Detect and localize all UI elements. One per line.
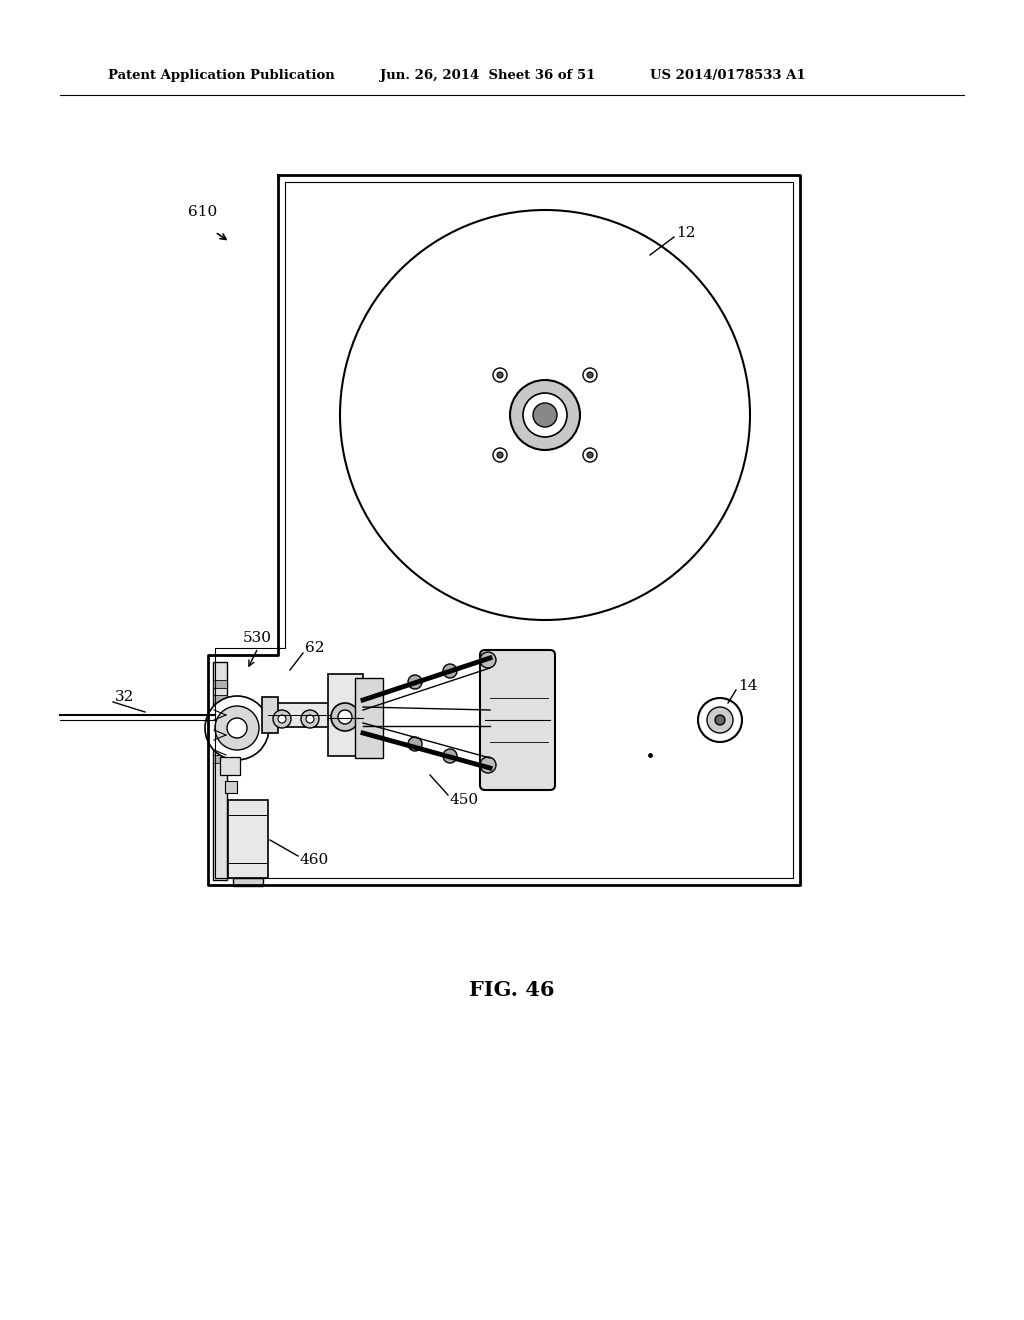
Bar [213, 755, 227, 763]
Text: 530: 530 [243, 631, 272, 645]
FancyBboxPatch shape [480, 649, 555, 789]
Text: FIG. 46: FIG. 46 [469, 979, 555, 1001]
Circle shape [480, 756, 496, 774]
Bar [328, 675, 362, 756]
Bar [213, 680, 227, 688]
Text: Jun. 26, 2014  Sheet 36 of 51: Jun. 26, 2014 Sheet 36 of 51 [380, 69, 595, 82]
Circle shape [306, 715, 314, 723]
Bar [213, 696, 227, 704]
Circle shape [443, 748, 457, 763]
Text: 450: 450 [450, 793, 479, 807]
Circle shape [510, 380, 580, 450]
Text: 14: 14 [738, 678, 758, 693]
Circle shape [273, 710, 291, 729]
Bar [228, 800, 268, 878]
Bar [268, 704, 330, 727]
Circle shape [497, 372, 503, 378]
Circle shape [583, 447, 597, 462]
Bar [213, 663, 227, 880]
Bar [225, 781, 237, 793]
Bar [233, 878, 263, 886]
Text: Patent Application Publication: Patent Application Publication [108, 69, 335, 82]
Bar [213, 741, 227, 748]
Text: 460: 460 [300, 853, 330, 867]
Circle shape [278, 715, 286, 723]
Circle shape [338, 710, 352, 723]
Text: 610: 610 [188, 205, 217, 219]
Circle shape [707, 708, 733, 733]
Text: 12: 12 [676, 226, 695, 240]
Text: 62: 62 [305, 642, 325, 655]
Circle shape [698, 698, 742, 742]
Circle shape [523, 393, 567, 437]
Bar [213, 710, 227, 718]
Text: US 2014/0178533 A1: US 2014/0178533 A1 [650, 69, 806, 82]
Circle shape [715, 715, 725, 725]
Bar [220, 756, 240, 775]
Circle shape [215, 706, 259, 750]
Circle shape [480, 652, 496, 668]
Circle shape [534, 403, 557, 426]
Circle shape [493, 368, 507, 381]
Bar [262, 697, 278, 733]
Bar [355, 678, 383, 758]
Circle shape [227, 718, 247, 738]
Circle shape [408, 675, 422, 689]
Circle shape [583, 368, 597, 381]
Circle shape [301, 710, 319, 729]
Circle shape [205, 696, 269, 760]
Circle shape [340, 210, 750, 620]
Circle shape [443, 664, 457, 678]
Circle shape [497, 451, 503, 458]
Circle shape [587, 451, 593, 458]
Bar [213, 725, 227, 733]
Text: 32: 32 [115, 690, 134, 704]
Circle shape [587, 372, 593, 378]
Circle shape [331, 704, 359, 731]
Circle shape [408, 737, 422, 751]
Circle shape [493, 447, 507, 462]
